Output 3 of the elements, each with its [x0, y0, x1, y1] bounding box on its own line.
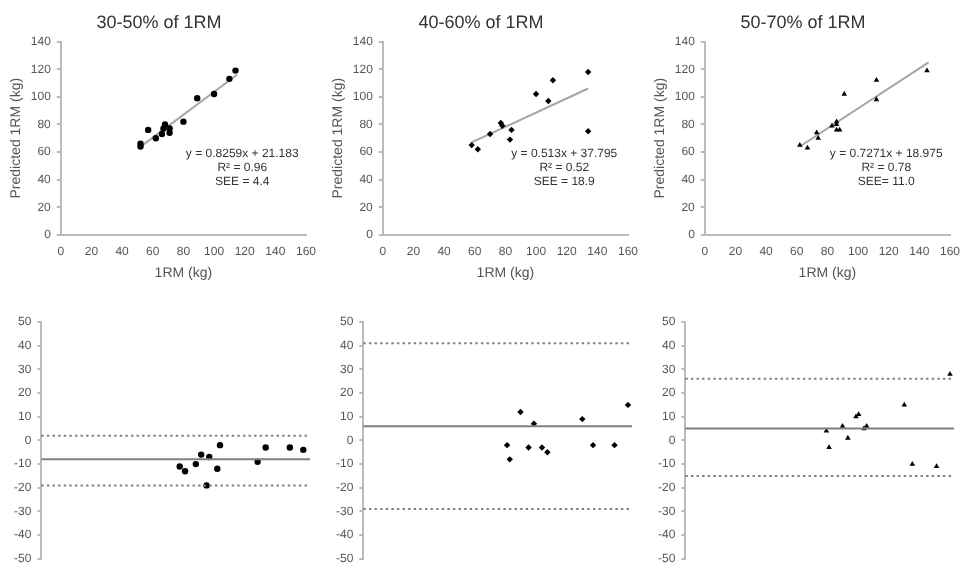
chart-title: 50-70% of 1RM — [740, 11, 866, 32]
chart-title: 40-60% of 1RM — [418, 11, 544, 32]
chart-title: 30-50% of 1RM — [96, 11, 222, 32]
